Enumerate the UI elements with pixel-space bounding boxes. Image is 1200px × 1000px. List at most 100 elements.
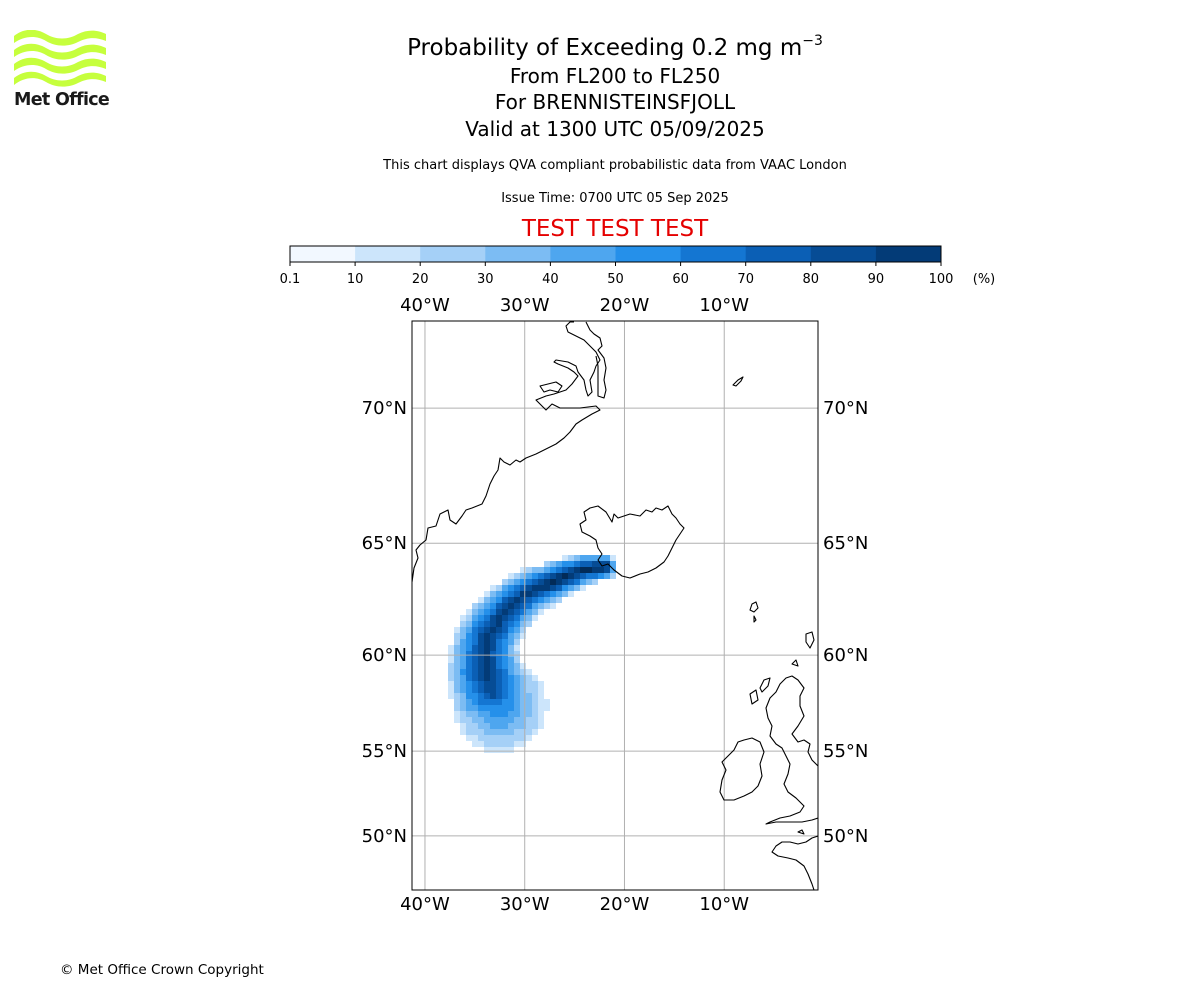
probability-cell (472, 705, 478, 711)
latitude-label-right: 60°N (823, 645, 868, 666)
probability-cell (514, 663, 520, 669)
probability-cell (472, 627, 478, 633)
probability-cell (478, 603, 484, 609)
probability-cell (508, 741, 514, 747)
probability-cell (556, 597, 562, 603)
probability-cell (502, 705, 508, 711)
probability-cell (502, 693, 508, 699)
colorbar-segment (875, 246, 942, 262)
probability-cell (520, 603, 526, 609)
probability-cell (484, 633, 490, 639)
probability-cell (448, 687, 454, 693)
probability-cell (484, 717, 490, 723)
probability-cell (508, 591, 514, 597)
probability-cell (466, 699, 472, 705)
probability-cell (514, 711, 520, 717)
probability-cell (478, 723, 484, 729)
probability-cell (478, 663, 484, 669)
probability-cell (502, 615, 508, 621)
france-coast (771, 835, 818, 890)
probability-cell (574, 579, 580, 585)
probability-cell (460, 705, 466, 711)
probability-cell (484, 699, 490, 705)
probability-cell (502, 627, 508, 633)
probability-cell (514, 573, 520, 579)
probability-cell (478, 609, 484, 615)
probability-cell (550, 591, 556, 597)
probability-cell (508, 687, 514, 693)
probability-cell (538, 699, 544, 705)
probability-cell (508, 747, 514, 753)
probability-cell (508, 657, 514, 663)
probability-cell (496, 651, 502, 657)
probability-cell (514, 699, 520, 705)
probability-cell (466, 633, 472, 639)
probability-cell (532, 717, 538, 723)
probability-cell (490, 651, 496, 657)
colorbar-tick-label: 0.1 (280, 272, 301, 287)
probability-cell (514, 669, 520, 675)
probability-cell (526, 735, 532, 741)
probability-cell (520, 585, 526, 591)
channel-islands (797, 829, 805, 835)
colorbar-segment (355, 246, 421, 262)
probability-cell (514, 627, 520, 633)
probability-cell (544, 561, 550, 567)
probability-cell (586, 561, 592, 567)
colorbar-segment (550, 246, 616, 262)
probability-cell (466, 609, 472, 615)
probability-cell (460, 645, 466, 651)
probability-cell (460, 675, 466, 681)
probability-cell (520, 573, 526, 579)
probability-cell (454, 705, 460, 711)
probability-cell (538, 693, 544, 699)
colorbar-tick-label: 30 (477, 272, 494, 287)
probability-cell (484, 639, 490, 645)
probability-cell (490, 741, 496, 747)
probability-cell (508, 615, 514, 621)
logo-text: Met Office (14, 90, 110, 110)
probability-cell (484, 705, 490, 711)
probability-cell (490, 585, 496, 591)
probability-cell (556, 585, 562, 591)
probability-cell (472, 729, 478, 735)
probability-cell (460, 717, 466, 723)
probability-cell (454, 687, 460, 693)
probability-cell (472, 633, 478, 639)
probability-cell (490, 717, 496, 723)
probability-cell (454, 681, 460, 687)
probability-cell (502, 681, 508, 687)
probability-cell (514, 675, 520, 681)
probability-cell (520, 597, 526, 603)
probability-cell (604, 573, 610, 579)
probability-cell (532, 729, 538, 735)
probability-cell (496, 723, 502, 729)
probability-cell (562, 579, 568, 585)
probability-cell (526, 669, 532, 675)
probability-cell (466, 729, 472, 735)
longitude-label: 30°W (500, 894, 550, 915)
probability-cell (484, 645, 490, 651)
probability-cell (508, 621, 514, 627)
probability-cell (604, 567, 610, 573)
probability-cell (478, 687, 484, 693)
probability-cell (502, 717, 508, 723)
probability-cell (520, 735, 526, 741)
probability-cell (580, 561, 586, 567)
probability-cell (490, 609, 496, 615)
probability-cell (490, 663, 496, 669)
probability-cell (520, 717, 526, 723)
probability-cell (544, 597, 550, 603)
probability-cell (448, 681, 454, 687)
probability-cell (496, 741, 502, 747)
probability-cell (520, 627, 526, 633)
probability-cell (520, 579, 526, 585)
probability-cell (520, 681, 526, 687)
colorbar-tick-label: 40 (542, 272, 559, 287)
probability-cell (526, 573, 532, 579)
probability-cell (532, 699, 538, 705)
longitude-label: 40°W (400, 894, 450, 915)
probability-cell (574, 567, 580, 573)
probability-cell (508, 579, 514, 585)
colorbar-tick-label: 20 (412, 272, 429, 287)
